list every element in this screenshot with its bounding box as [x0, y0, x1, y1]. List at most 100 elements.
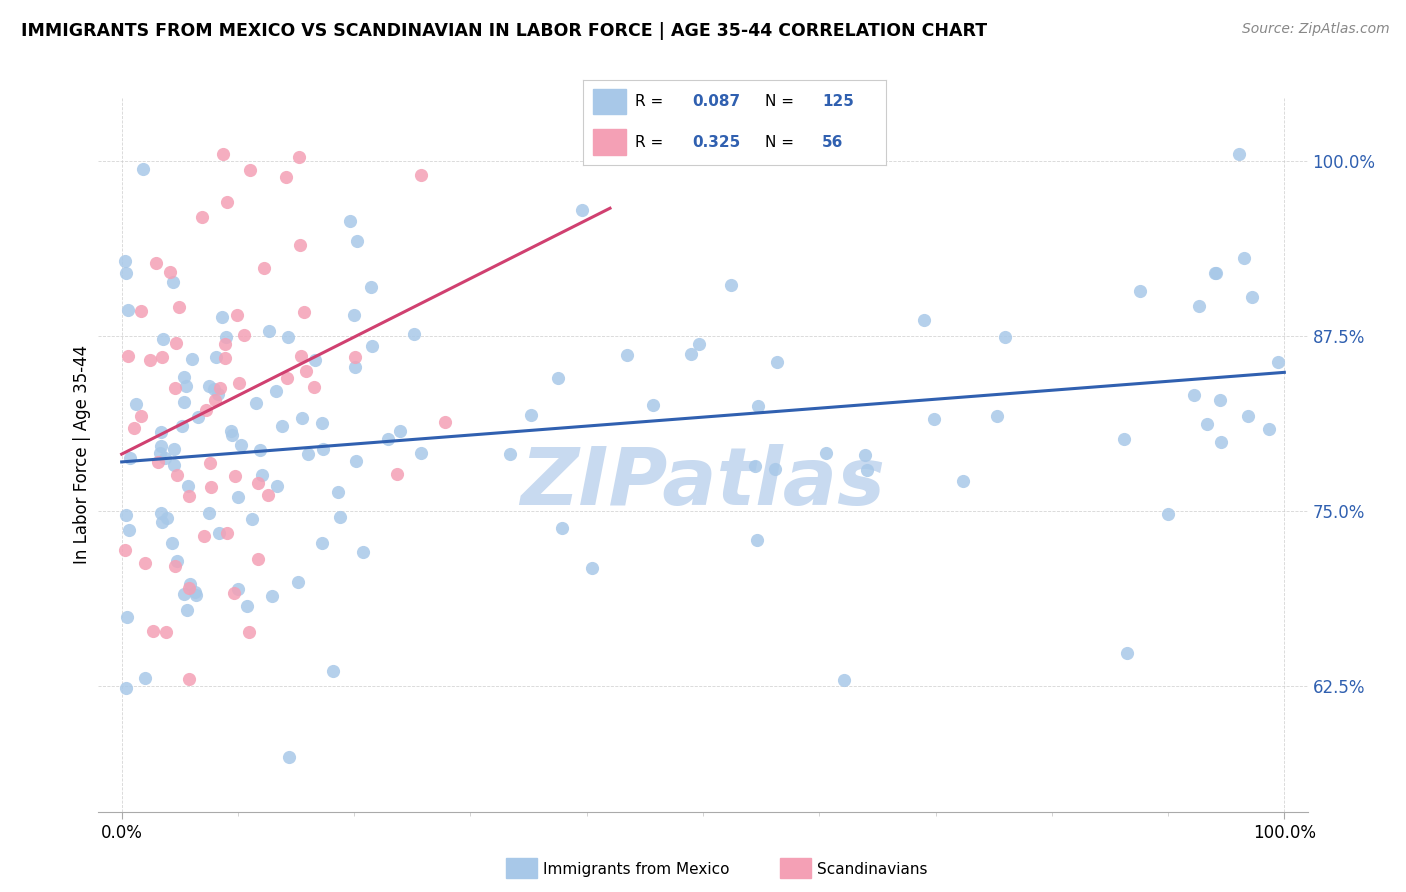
- Point: [271, 419, 294, 434]
- Point: [571, 202, 593, 217]
- Text: Scandinavians: Scandinavians: [817, 863, 928, 877]
- Point: [912, 313, 935, 327]
- Point: [172, 419, 194, 434]
- Point: [1116, 646, 1139, 660]
- Point: [832, 673, 855, 688]
- Point: [276, 371, 298, 385]
- Point: [129, 409, 152, 423]
- Point: [277, 329, 299, 343]
- Point: [304, 352, 326, 367]
- Point: [257, 488, 280, 502]
- Point: [156, 511, 179, 525]
- Point: [249, 443, 271, 458]
- Text: ZIPatlas: ZIPatlas: [520, 444, 886, 523]
- Point: [922, 412, 945, 426]
- Point: [744, 459, 766, 474]
- Point: [200, 480, 222, 494]
- Point: [1227, 147, 1250, 161]
- Point: [215, 330, 238, 344]
- Point: [287, 151, 309, 165]
- Point: [125, 397, 148, 411]
- Point: [176, 603, 198, 617]
- Point: [290, 349, 312, 363]
- Point: [176, 479, 198, 493]
- Text: 0.325: 0.325: [692, 135, 741, 150]
- Point: [1157, 507, 1180, 521]
- Point: [228, 376, 250, 391]
- Point: [994, 330, 1017, 344]
- Point: [287, 574, 309, 589]
- Point: [197, 378, 219, 392]
- Point: [221, 427, 243, 442]
- Point: [163, 442, 186, 456]
- Text: IMMIGRANTS FROM MEXICO VS SCANDINAVIAN IN LABOR FORCE | AGE 35-44 CORRELATION CH: IMMIGRANTS FROM MEXICO VS SCANDINAVIAN I…: [21, 22, 987, 40]
- Point: [1195, 417, 1218, 431]
- Point: [219, 424, 242, 438]
- Point: [1188, 299, 1211, 313]
- Point: [207, 387, 229, 401]
- Point: [389, 424, 412, 438]
- Point: [145, 256, 167, 270]
- Point: [411, 446, 433, 460]
- Point: [745, 533, 768, 547]
- Point: [177, 672, 200, 686]
- Point: [169, 300, 191, 314]
- Point: [149, 425, 172, 439]
- Point: [211, 310, 233, 324]
- Point: [204, 392, 226, 407]
- Point: [217, 194, 239, 209]
- Point: [815, 446, 838, 460]
- Point: [117, 349, 139, 363]
- Point: [162, 275, 184, 289]
- Point: [229, 438, 252, 452]
- Text: Source: ZipAtlas.com: Source: ZipAtlas.com: [1241, 22, 1389, 37]
- Point: [173, 587, 195, 601]
- Point: [1129, 284, 1152, 298]
- Point: [236, 599, 259, 613]
- Point: [115, 266, 138, 280]
- Text: 56: 56: [823, 135, 844, 150]
- Point: [747, 399, 769, 413]
- Point: [118, 523, 141, 537]
- Point: [115, 610, 138, 624]
- Point: [853, 448, 876, 462]
- Point: [343, 350, 366, 364]
- Point: [312, 442, 335, 457]
- Point: [1267, 355, 1289, 369]
- Point: [166, 554, 188, 568]
- Point: [174, 379, 197, 393]
- Point: [294, 364, 316, 378]
- Point: [616, 348, 638, 362]
- Point: [114, 254, 136, 268]
- Point: [214, 337, 236, 351]
- Text: 125: 125: [823, 94, 855, 109]
- Point: [150, 351, 173, 365]
- Text: R =: R =: [636, 94, 668, 109]
- Point: [434, 415, 457, 429]
- Point: [134, 671, 156, 685]
- Point: [202, 382, 225, 396]
- Point: [150, 515, 173, 529]
- Point: [204, 351, 226, 365]
- Point: [344, 359, 367, 374]
- Point: [1182, 388, 1205, 402]
- Point: [952, 474, 974, 488]
- Point: [177, 581, 200, 595]
- Point: [292, 305, 315, 319]
- Point: [245, 396, 267, 410]
- Point: [311, 417, 333, 431]
- Point: [233, 327, 256, 342]
- Point: [404, 327, 426, 342]
- Point: [240, 512, 263, 526]
- Point: [1205, 266, 1227, 280]
- Point: [224, 469, 246, 483]
- Point: [122, 421, 145, 435]
- Point: [163, 381, 186, 395]
- Point: [547, 371, 569, 385]
- Point: [142, 624, 165, 638]
- Point: [132, 162, 155, 177]
- Point: [352, 545, 374, 559]
- Text: Immigrants from Mexico: Immigrants from Mexico: [543, 863, 730, 877]
- Point: [643, 398, 665, 412]
- Point: [184, 588, 207, 602]
